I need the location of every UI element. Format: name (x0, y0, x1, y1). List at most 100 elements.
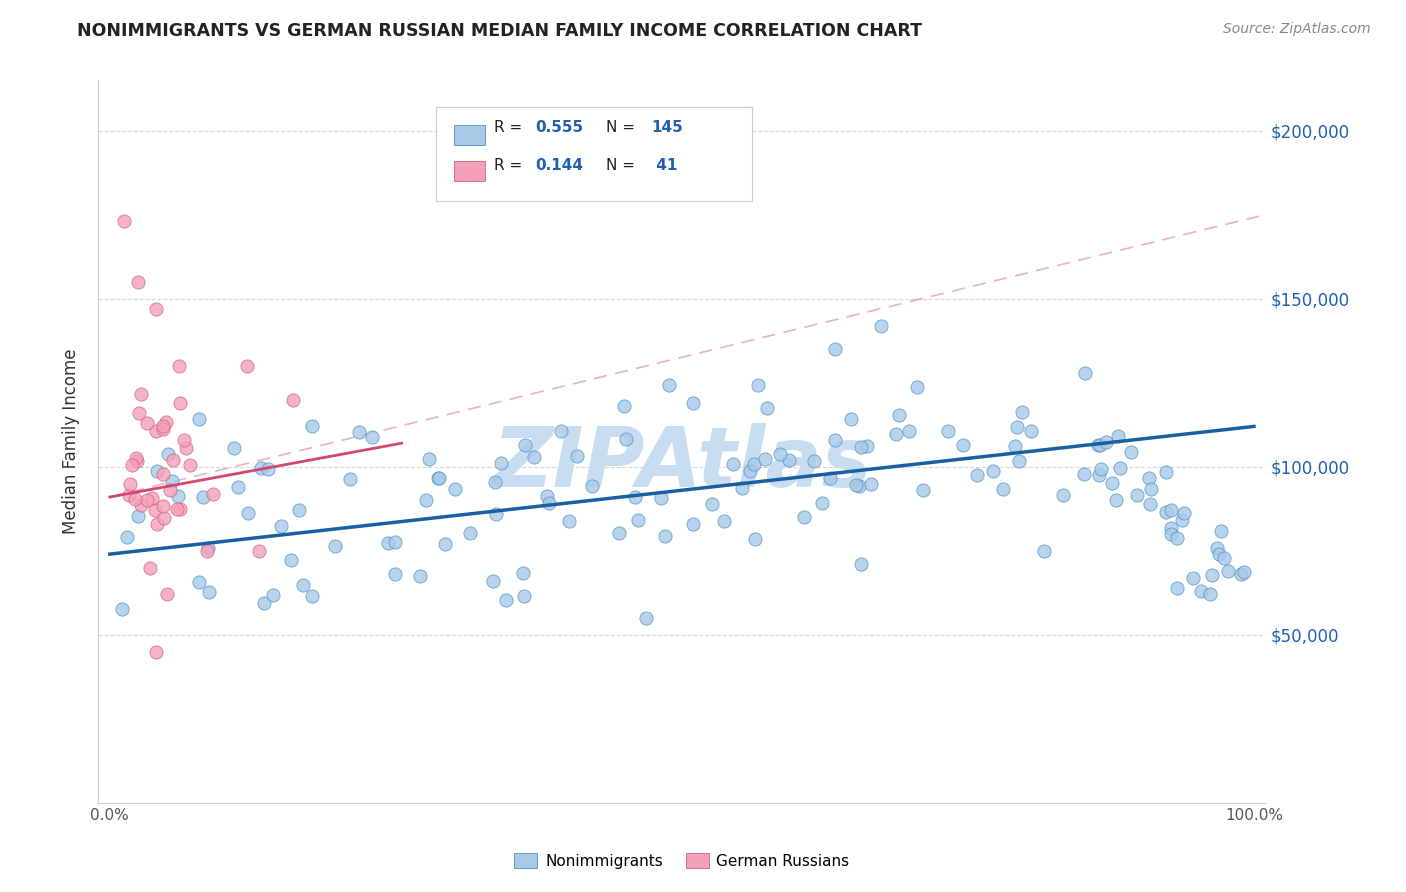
Point (769, 447, 792, 461)
Point (129, 387, 152, 401)
Point (152, 419, 174, 434)
Point (253, 596, 276, 610)
Point (291, 578, 314, 592)
Point (981, 464, 1004, 478)
Point (744, 532, 766, 546)
Point (849, 558, 872, 572)
Point (845, 478, 868, 492)
Point (1094, 435, 1116, 450)
Point (155, 415, 177, 429)
Point (1004, 439, 1026, 453)
Point (145, 644, 167, 658)
Text: ZIPAtlas: ZIPAtlas (492, 423, 872, 504)
Point (121, 458, 143, 473)
Point (247, 543, 270, 558)
Point (1171, 513, 1194, 527)
Point (377, 536, 399, 550)
Point (1201, 567, 1223, 582)
Point (856, 439, 879, 453)
Point (173, 433, 195, 447)
Point (174, 441, 197, 455)
Point (607, 526, 630, 541)
Text: R =: R = (494, 158, 522, 173)
Point (1198, 586, 1220, 600)
Point (536, 490, 558, 504)
Point (682, 516, 704, 531)
Point (1088, 438, 1111, 452)
Point (1074, 366, 1097, 380)
Text: N =: N = (606, 120, 636, 136)
Point (1160, 527, 1182, 541)
Point (870, 318, 893, 333)
Point (489, 456, 512, 470)
Point (135, 416, 157, 430)
Point (1213, 551, 1236, 566)
Point (1107, 429, 1129, 443)
Point (129, 498, 152, 512)
Point (127, 508, 149, 523)
Point (339, 472, 361, 486)
Point (143, 503, 166, 517)
Point (1182, 571, 1205, 585)
Point (169, 502, 191, 516)
Point (624, 490, 647, 504)
Point (1154, 505, 1177, 519)
Point (1121, 445, 1143, 459)
Point (198, 585, 221, 599)
Point (179, 458, 201, 472)
Point (841, 411, 863, 425)
Point (418, 452, 440, 467)
Point (898, 424, 921, 438)
Point (1139, 497, 1161, 511)
Point (1019, 425, 1042, 439)
Point (135, 493, 157, 508)
Point (169, 396, 191, 410)
Point (811, 496, 834, 510)
Point (458, 526, 481, 541)
Point (848, 478, 870, 492)
Point (191, 491, 214, 505)
Text: Source: ZipAtlas.com: Source: ZipAtlas.com (1223, 22, 1371, 37)
Y-axis label: Median Family Income: Median Family Income (62, 349, 80, 534)
Point (1189, 583, 1212, 598)
Point (513, 589, 536, 603)
Point (550, 424, 572, 438)
Point (905, 380, 928, 394)
Point (626, 513, 648, 527)
Point (118, 477, 141, 491)
Point (1160, 502, 1182, 516)
Point (288, 503, 311, 517)
Point (1126, 488, 1149, 502)
Point (166, 489, 188, 503)
Point (654, 529, 676, 543)
Point (912, 483, 935, 497)
Point (1218, 565, 1240, 579)
Point (1073, 467, 1095, 482)
Text: 41: 41 (651, 158, 678, 173)
Point (162, 453, 184, 467)
Point (512, 566, 534, 581)
Point (156, 587, 179, 601)
Point (426, 470, 449, 484)
Text: 145: 145 (651, 120, 683, 136)
Point (152, 422, 174, 436)
Point (1137, 471, 1160, 485)
Point (118, 488, 141, 502)
Text: 0.144: 0.144 (536, 158, 583, 173)
Point (682, 396, 704, 410)
Point (613, 399, 636, 413)
Point (1173, 507, 1195, 521)
Point (1205, 541, 1227, 555)
Point (280, 553, 302, 567)
Point (742, 457, 765, 471)
Point (146, 517, 169, 532)
Point (803, 453, 825, 467)
Point (188, 411, 211, 425)
Point (1088, 468, 1111, 483)
Point (301, 590, 323, 604)
Point (433, 536, 456, 550)
Point (153, 511, 176, 525)
Point (1166, 581, 1188, 595)
Point (197, 541, 219, 555)
Point (159, 483, 181, 498)
